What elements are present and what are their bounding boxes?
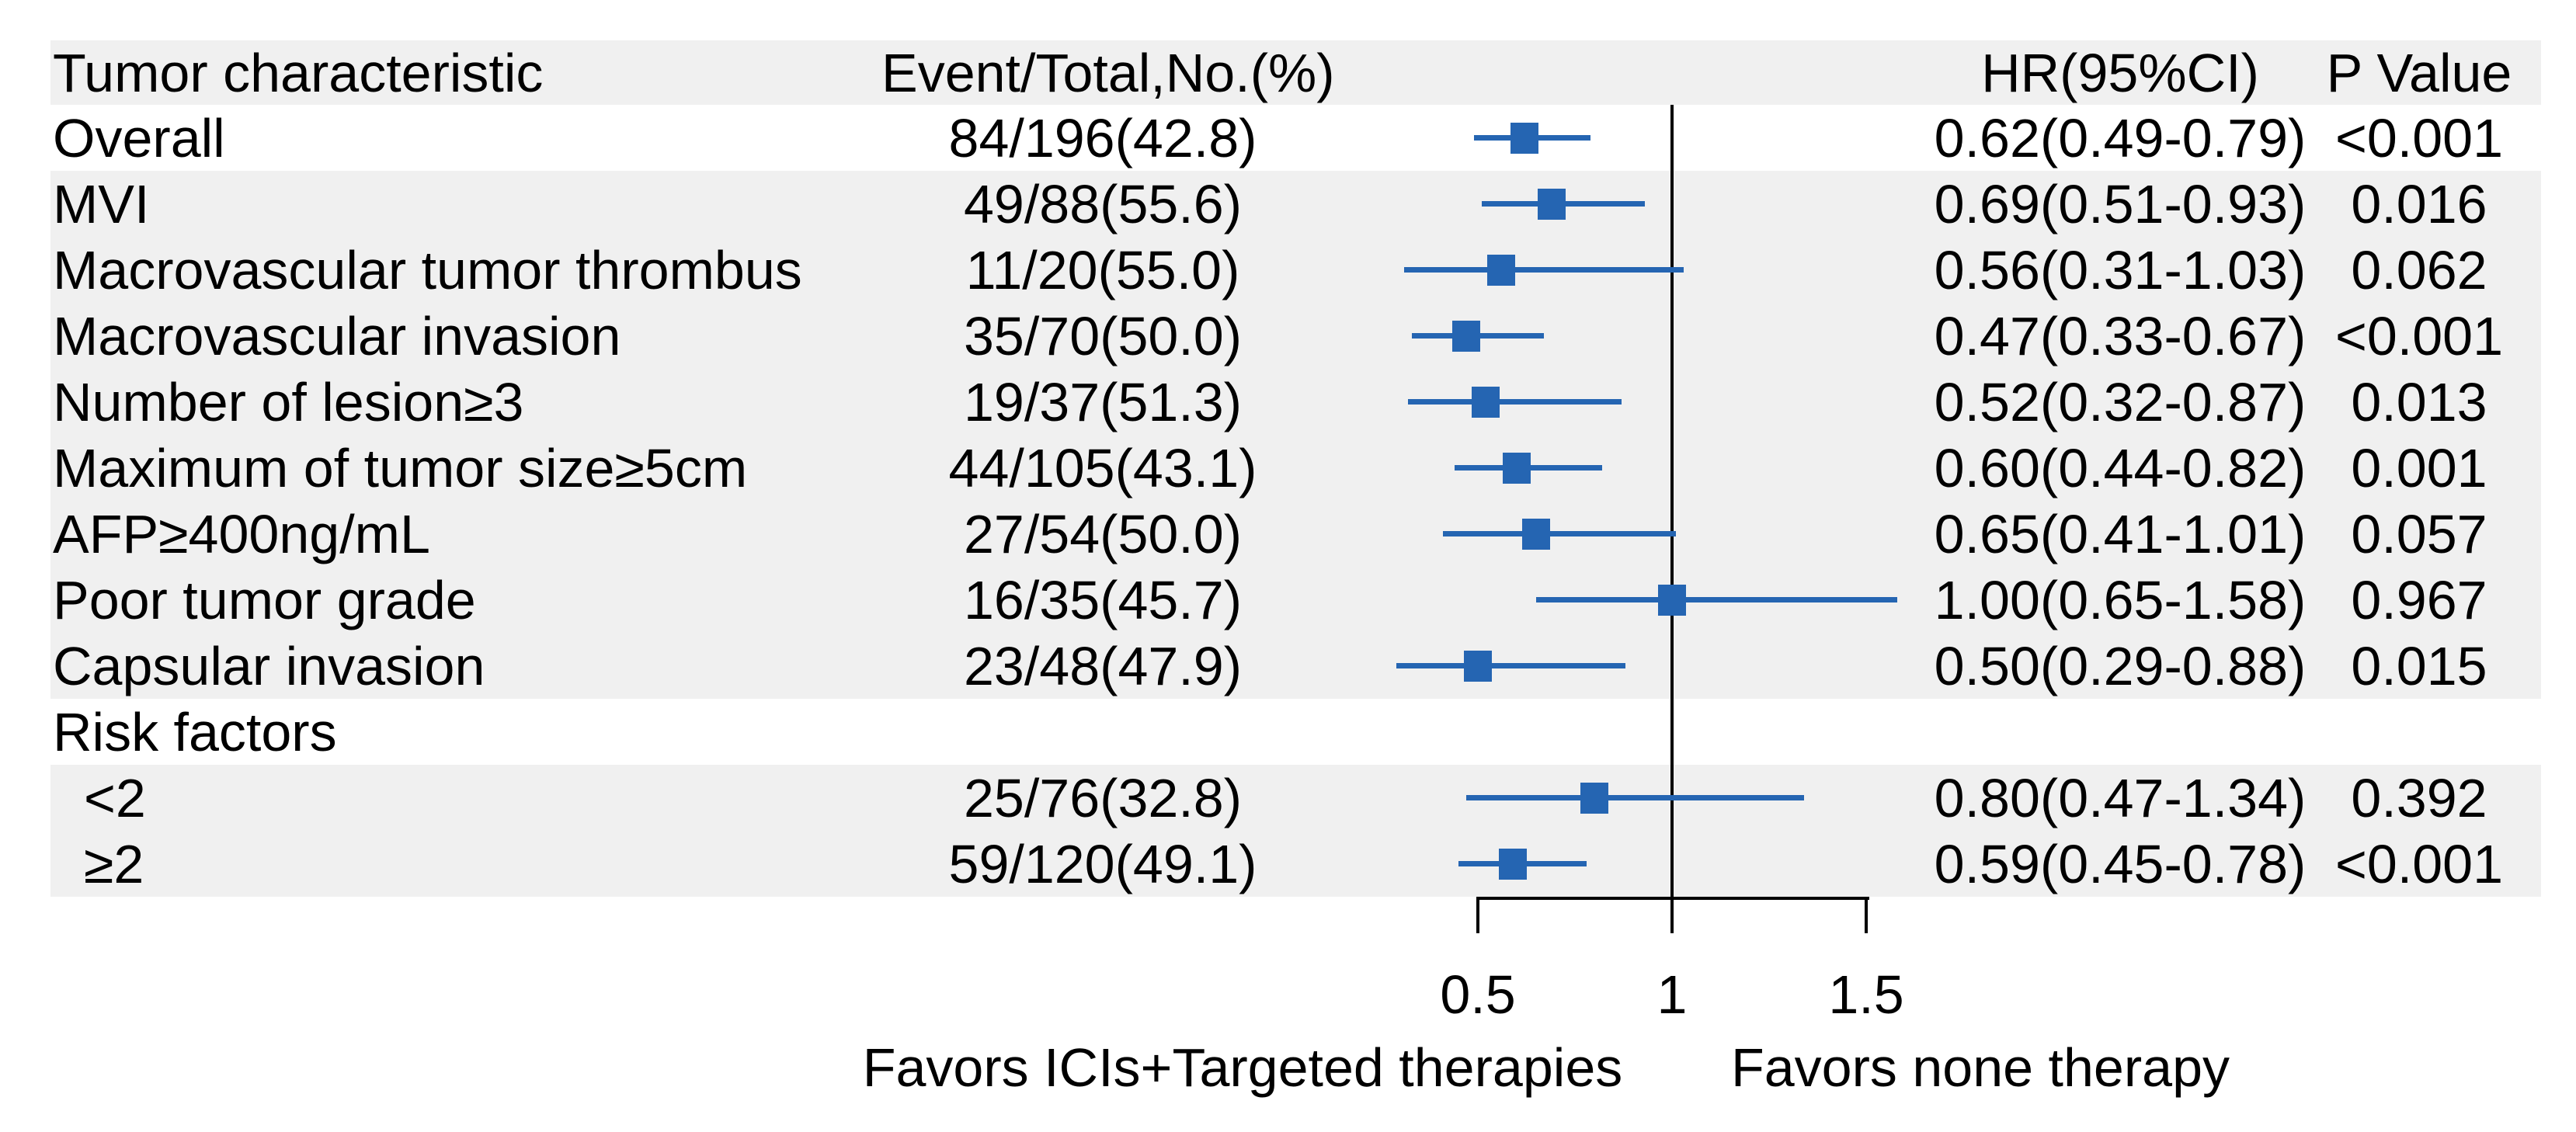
hr-marker (1503, 452, 1531, 484)
hr-cell: 0.60(0.44-0.82) (1934, 437, 2307, 498)
row-label: Number of lesion≥3 (53, 371, 524, 432)
tick-label-1-5: 1.5 (1828, 964, 1904, 1025)
row-label: Macrovascular tumor thrombus (53, 239, 802, 300)
table-row (50, 765, 2541, 831)
row-label: MVI (53, 173, 150, 234)
hr-marker (1580, 782, 1608, 814)
ci-line (1443, 531, 1676, 536)
table-row (50, 369, 2541, 435)
event-cell: 25/76(32.8) (963, 767, 1243, 828)
row-label: Capsular invasion (53, 635, 485, 696)
ci-line (1466, 795, 1804, 800)
p-cell: 0.057 (2351, 503, 2487, 564)
axis-tick-1-5 (1865, 897, 1868, 933)
event-cell: 19/37(51.3) (963, 371, 1243, 432)
table-row (50, 171, 2541, 237)
hr-cell: 0.80(0.47-1.34) (1934, 767, 2307, 828)
row-label: Maximum of tumor size≥5cm (53, 437, 748, 498)
header-tumor-characteristic: Tumor characteristic (53, 42, 544, 103)
p-cell: 0.001 (2351, 437, 2487, 498)
event-cell: 23/48(47.9) (963, 635, 1243, 696)
table-row (50, 831, 2541, 897)
hr-cell: 0.47(0.33-0.67) (1934, 305, 2307, 366)
p-cell: 0.016 (2351, 173, 2487, 234)
p-cell: 0.013 (2351, 371, 2487, 432)
row-label: Risk factors (53, 701, 337, 762)
table-row (50, 567, 2541, 633)
favors-right-label: Favors none therapy (1730, 1037, 2230, 1098)
ci-line (1536, 597, 1897, 602)
hr-marker (1499, 848, 1527, 880)
event-cell: 35/70(50.0) (963, 305, 1243, 366)
reference-line (1670, 105, 1674, 897)
hr-marker (1452, 320, 1480, 352)
hr-cell: 1.00(0.65-1.58) (1934, 569, 2307, 630)
event-cell: 44/105(43.1) (948, 437, 1257, 498)
hr-cell: 0.56(0.31-1.03) (1934, 239, 2307, 300)
event-cell: 16/35(45.7) (963, 569, 1243, 630)
table-row (50, 435, 2541, 501)
hr-marker (1658, 584, 1686, 616)
event-cell: 49/88(55.6) (963, 173, 1243, 234)
hr-cell: 0.62(0.49-0.79) (1934, 107, 2307, 168)
p-cell: 0.062 (2351, 239, 2487, 300)
event-cell: 27/54(50.0) (963, 503, 1243, 564)
favors-left-label: Favors ICIs+Targeted therapies (862, 1037, 1623, 1098)
hr-cell: 0.69(0.51-0.93) (1934, 173, 2307, 234)
table-row (50, 303, 2541, 369)
hr-cell: 0.59(0.45-0.78) (1934, 833, 2307, 894)
tick-label-1: 1 (1656, 964, 1688, 1025)
hr-cell: 0.50(0.29-0.88) (1934, 635, 2307, 696)
row-label: <2 (84, 767, 146, 828)
p-cell: 0.392 (2351, 767, 2487, 828)
table-header-row (50, 40, 2541, 105)
p-cell: 0.967 (2351, 569, 2487, 630)
header-event-total: Event/Total,No.(%) (881, 42, 1335, 103)
p-cell: <0.001 (2334, 305, 2504, 366)
header-p-value: P Value (2326, 42, 2512, 103)
tick-label-0-5: 0.5 (1440, 964, 1516, 1025)
hr-marker (1487, 254, 1515, 286)
table-row (50, 699, 2541, 765)
header-hr-ci: HR(95%CI) (1981, 42, 2259, 103)
table-row (50, 237, 2541, 303)
hr-marker (1538, 188, 1566, 220)
table-row (50, 501, 2541, 567)
hr-marker (1522, 518, 1550, 550)
hr-marker (1472, 386, 1500, 418)
axis-tick-0-5 (1476, 897, 1479, 933)
hr-marker (1510, 122, 1538, 154)
p-cell: <0.001 (2334, 107, 2504, 168)
p-cell: 0.015 (2351, 635, 2487, 696)
row-label: AFP≥400ng/mL (53, 503, 430, 564)
event-cell: 84/196(42.8) (948, 107, 1257, 168)
ci-line (1404, 267, 1684, 273)
ci-line (1408, 399, 1622, 405)
p-cell: <0.001 (2334, 833, 2504, 894)
table-row (50, 633, 2541, 699)
event-cell: 11/20(55.0) (965, 239, 1240, 300)
row-label: Overall (53, 107, 225, 168)
row-label: Macrovascular invasion (53, 305, 621, 366)
row-label: ≥2 (84, 833, 144, 894)
ci-line (1396, 663, 1625, 668)
event-cell: 59/120(49.1) (948, 833, 1257, 894)
hr-cell: 0.65(0.41-1.01) (1934, 503, 2307, 564)
hr-cell: 0.52(0.32-0.87) (1934, 371, 2307, 432)
axis-tick-1 (1670, 897, 1674, 933)
row-label: Poor tumor grade (53, 569, 476, 630)
hr-marker (1464, 650, 1492, 682)
